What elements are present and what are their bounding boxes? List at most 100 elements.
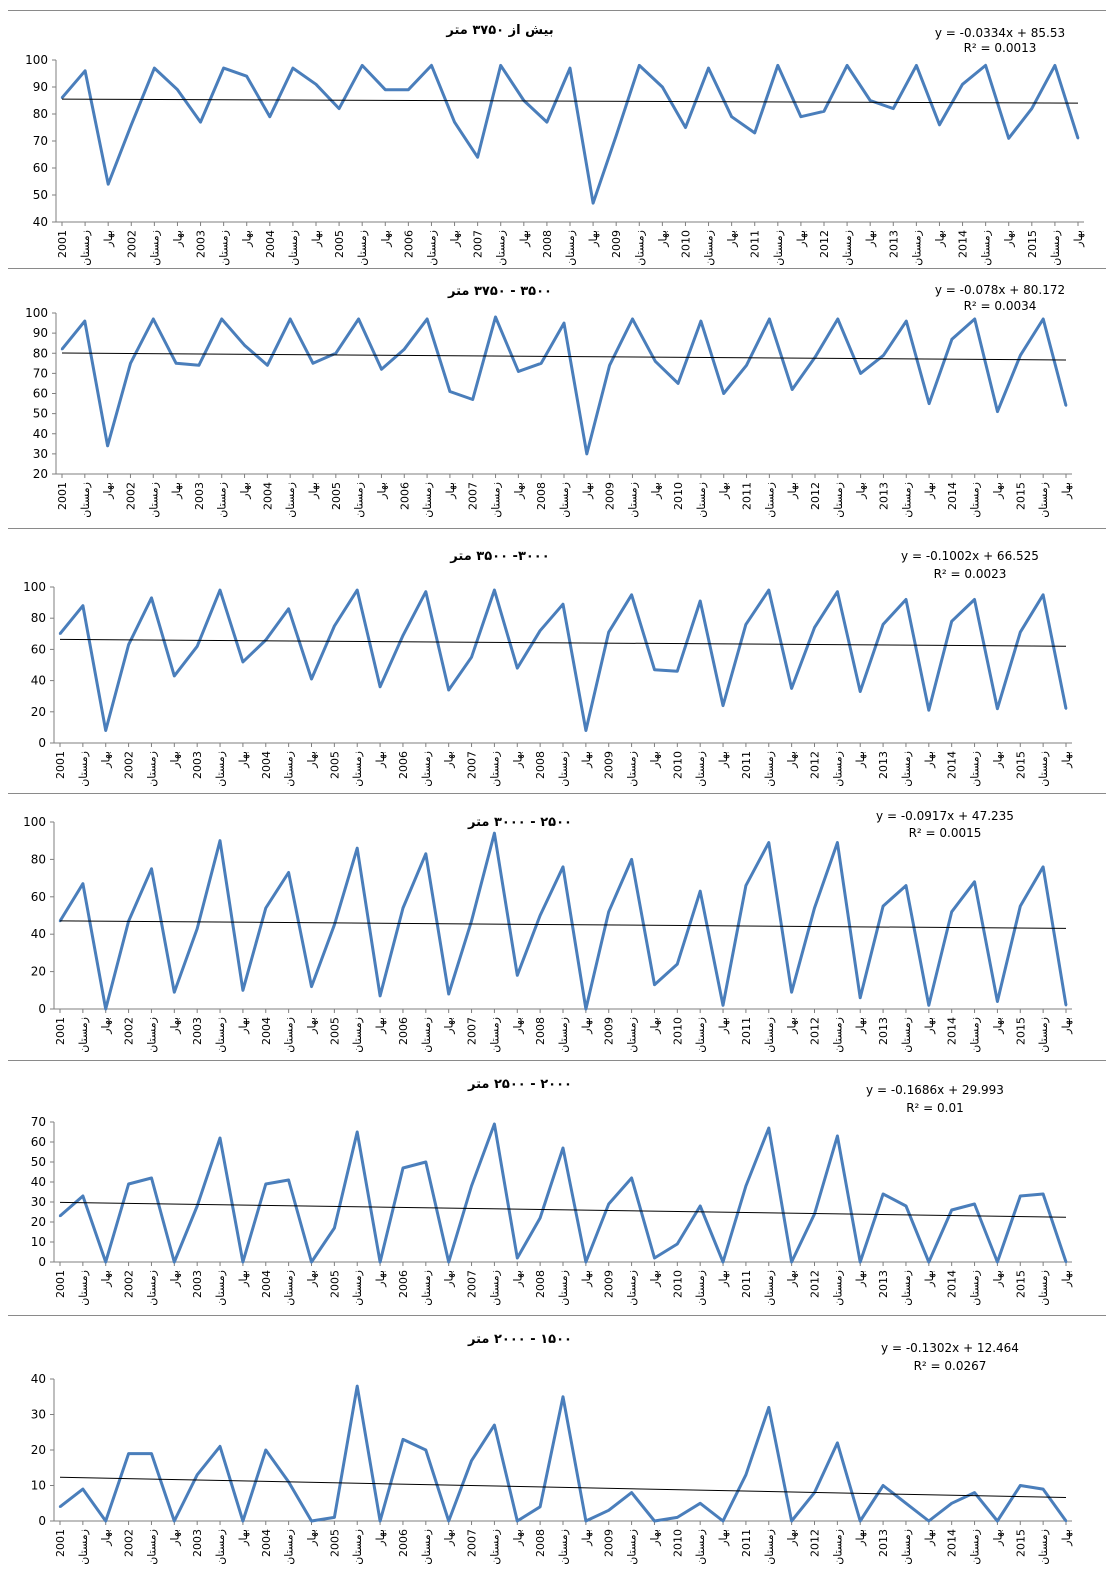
data-point [721, 704, 725, 707]
data-point [859, 996, 862, 999]
y-tick-label: 80 [31, 611, 46, 625]
x-tick-label: بهار [786, 1270, 799, 1288]
y-tick-label: 40 [31, 1175, 46, 1189]
data-point [1041, 1192, 1045, 1196]
data-point [311, 362, 315, 365]
x-tick-label: 2003 [191, 751, 204, 779]
trend-line [61, 352, 1067, 361]
x-tick-label: 2006 [402, 230, 415, 258]
data-point [471, 398, 474, 401]
x-tick-label: بهار [587, 230, 600, 248]
y-tick-label: 0 [38, 1002, 46, 1016]
data-point [881, 904, 885, 908]
data-point [493, 588, 496, 592]
data-point [470, 1184, 473, 1188]
x-tick-label: بهار [1060, 751, 1073, 769]
data-point [310, 677, 313, 681]
r-squared: R² = 0.0013 [964, 41, 1037, 55]
data-point [836, 590, 839, 593]
panel-divider [8, 268, 1106, 269]
x-tick-label: 2005 [333, 230, 346, 258]
data-point [424, 590, 428, 593]
x-tick-label: بهار [726, 230, 739, 248]
x-tick-label: 2007 [466, 1017, 479, 1045]
data-point [973, 317, 976, 321]
data-point [653, 1519, 656, 1523]
y-tick-label: 60 [33, 387, 48, 401]
x-tick-label: بهار [374, 1017, 387, 1035]
data-point [938, 123, 941, 127]
data-point [1064, 1260, 1068, 1264]
x-tick-label: زمستان [421, 482, 434, 518]
data-point [494, 315, 497, 319]
x-tick-label: 2006 [397, 1270, 410, 1298]
x-tick-label: بهار [449, 230, 462, 248]
data-point [608, 364, 611, 367]
data-point [1064, 404, 1068, 407]
x-tick-label: زمستان [557, 1270, 570, 1306]
data-point [333, 624, 336, 628]
y-tick-label: 70 [33, 366, 48, 380]
x-tick-label: بهار [374, 1529, 387, 1547]
data-point [927, 402, 931, 405]
data-point [630, 1176, 633, 1180]
data-point [58, 632, 62, 635]
trend-line [59, 1201, 1067, 1218]
x-tick-label: بهار [786, 482, 799, 500]
data-point [447, 992, 450, 996]
data-point [241, 1519, 245, 1523]
x-tick-label: 2004 [260, 1529, 273, 1557]
x-tick-label: بهار [648, 751, 661, 769]
x-tick-label: زمستان [694, 751, 707, 787]
x-tick-label: زمستان [495, 230, 508, 266]
x-tick-label: بهار [306, 1270, 319, 1288]
x-tick-label: زمستان [356, 230, 369, 266]
y-tick-label: 40 [33, 215, 48, 229]
data-point [950, 620, 953, 623]
chart-title: ۲۰۰۰ - ۲۵۰۰ متر [467, 1077, 572, 1092]
data-point [927, 1260, 931, 1264]
x-tick-label: زمستان [283, 1270, 296, 1306]
x-tick-label: زمستان [214, 1529, 227, 1565]
x-tick-label: 2003 [193, 482, 206, 510]
data-point [517, 370, 520, 373]
x-tick-label: زمستان [77, 1017, 90, 1053]
data-point [585, 452, 589, 456]
x-tick-label: بهار [854, 751, 867, 769]
r-squared: R² = 0.0034 [964, 299, 1037, 313]
data-point [721, 1004, 725, 1007]
data-point [776, 64, 780, 67]
x-tick-label: 2015 [1014, 1270, 1027, 1298]
x-tick-label: بهار [310, 230, 323, 248]
data-point [676, 962, 679, 966]
data-point [996, 410, 999, 413]
x-tick-label: 2010 [672, 482, 685, 510]
panel-divider [8, 1315, 1106, 1316]
x-tick-label: بهار [239, 482, 252, 500]
y-tick-label: 60 [31, 1135, 46, 1149]
y-tick-label: 100 [23, 815, 46, 829]
data-point [661, 85, 664, 89]
x-tick-label: 2001 [54, 1529, 67, 1557]
x-tick-label: زمستان [626, 1529, 639, 1565]
x-tick-label: بهار [717, 1270, 730, 1288]
x-tick-label: 2008 [534, 1270, 547, 1298]
x-tick-label: 2013 [877, 482, 890, 510]
data-point [790, 388, 794, 391]
data-point [356, 1130, 359, 1134]
data-point [973, 598, 976, 601]
x-tick-label: 2012 [809, 1270, 822, 1298]
x-tick-label: زمستان [214, 751, 227, 787]
data-point [950, 337, 954, 341]
data-series-line [58, 588, 1068, 732]
x-tick-label: بهار [923, 1529, 936, 1547]
x-tick-label: بهار [1003, 230, 1016, 248]
y-tick-label: 30 [31, 1195, 46, 1209]
x-tick-label: بهار [786, 1017, 799, 1035]
x-tick-label: بهار [581, 482, 594, 500]
data-point [676, 1242, 679, 1246]
data-point [973, 1202, 976, 1206]
trend-equation: y = -0.0917x + 47.235 [876, 809, 1014, 823]
x-tick-label: بهار [100, 751, 113, 769]
data-point [291, 66, 295, 70]
